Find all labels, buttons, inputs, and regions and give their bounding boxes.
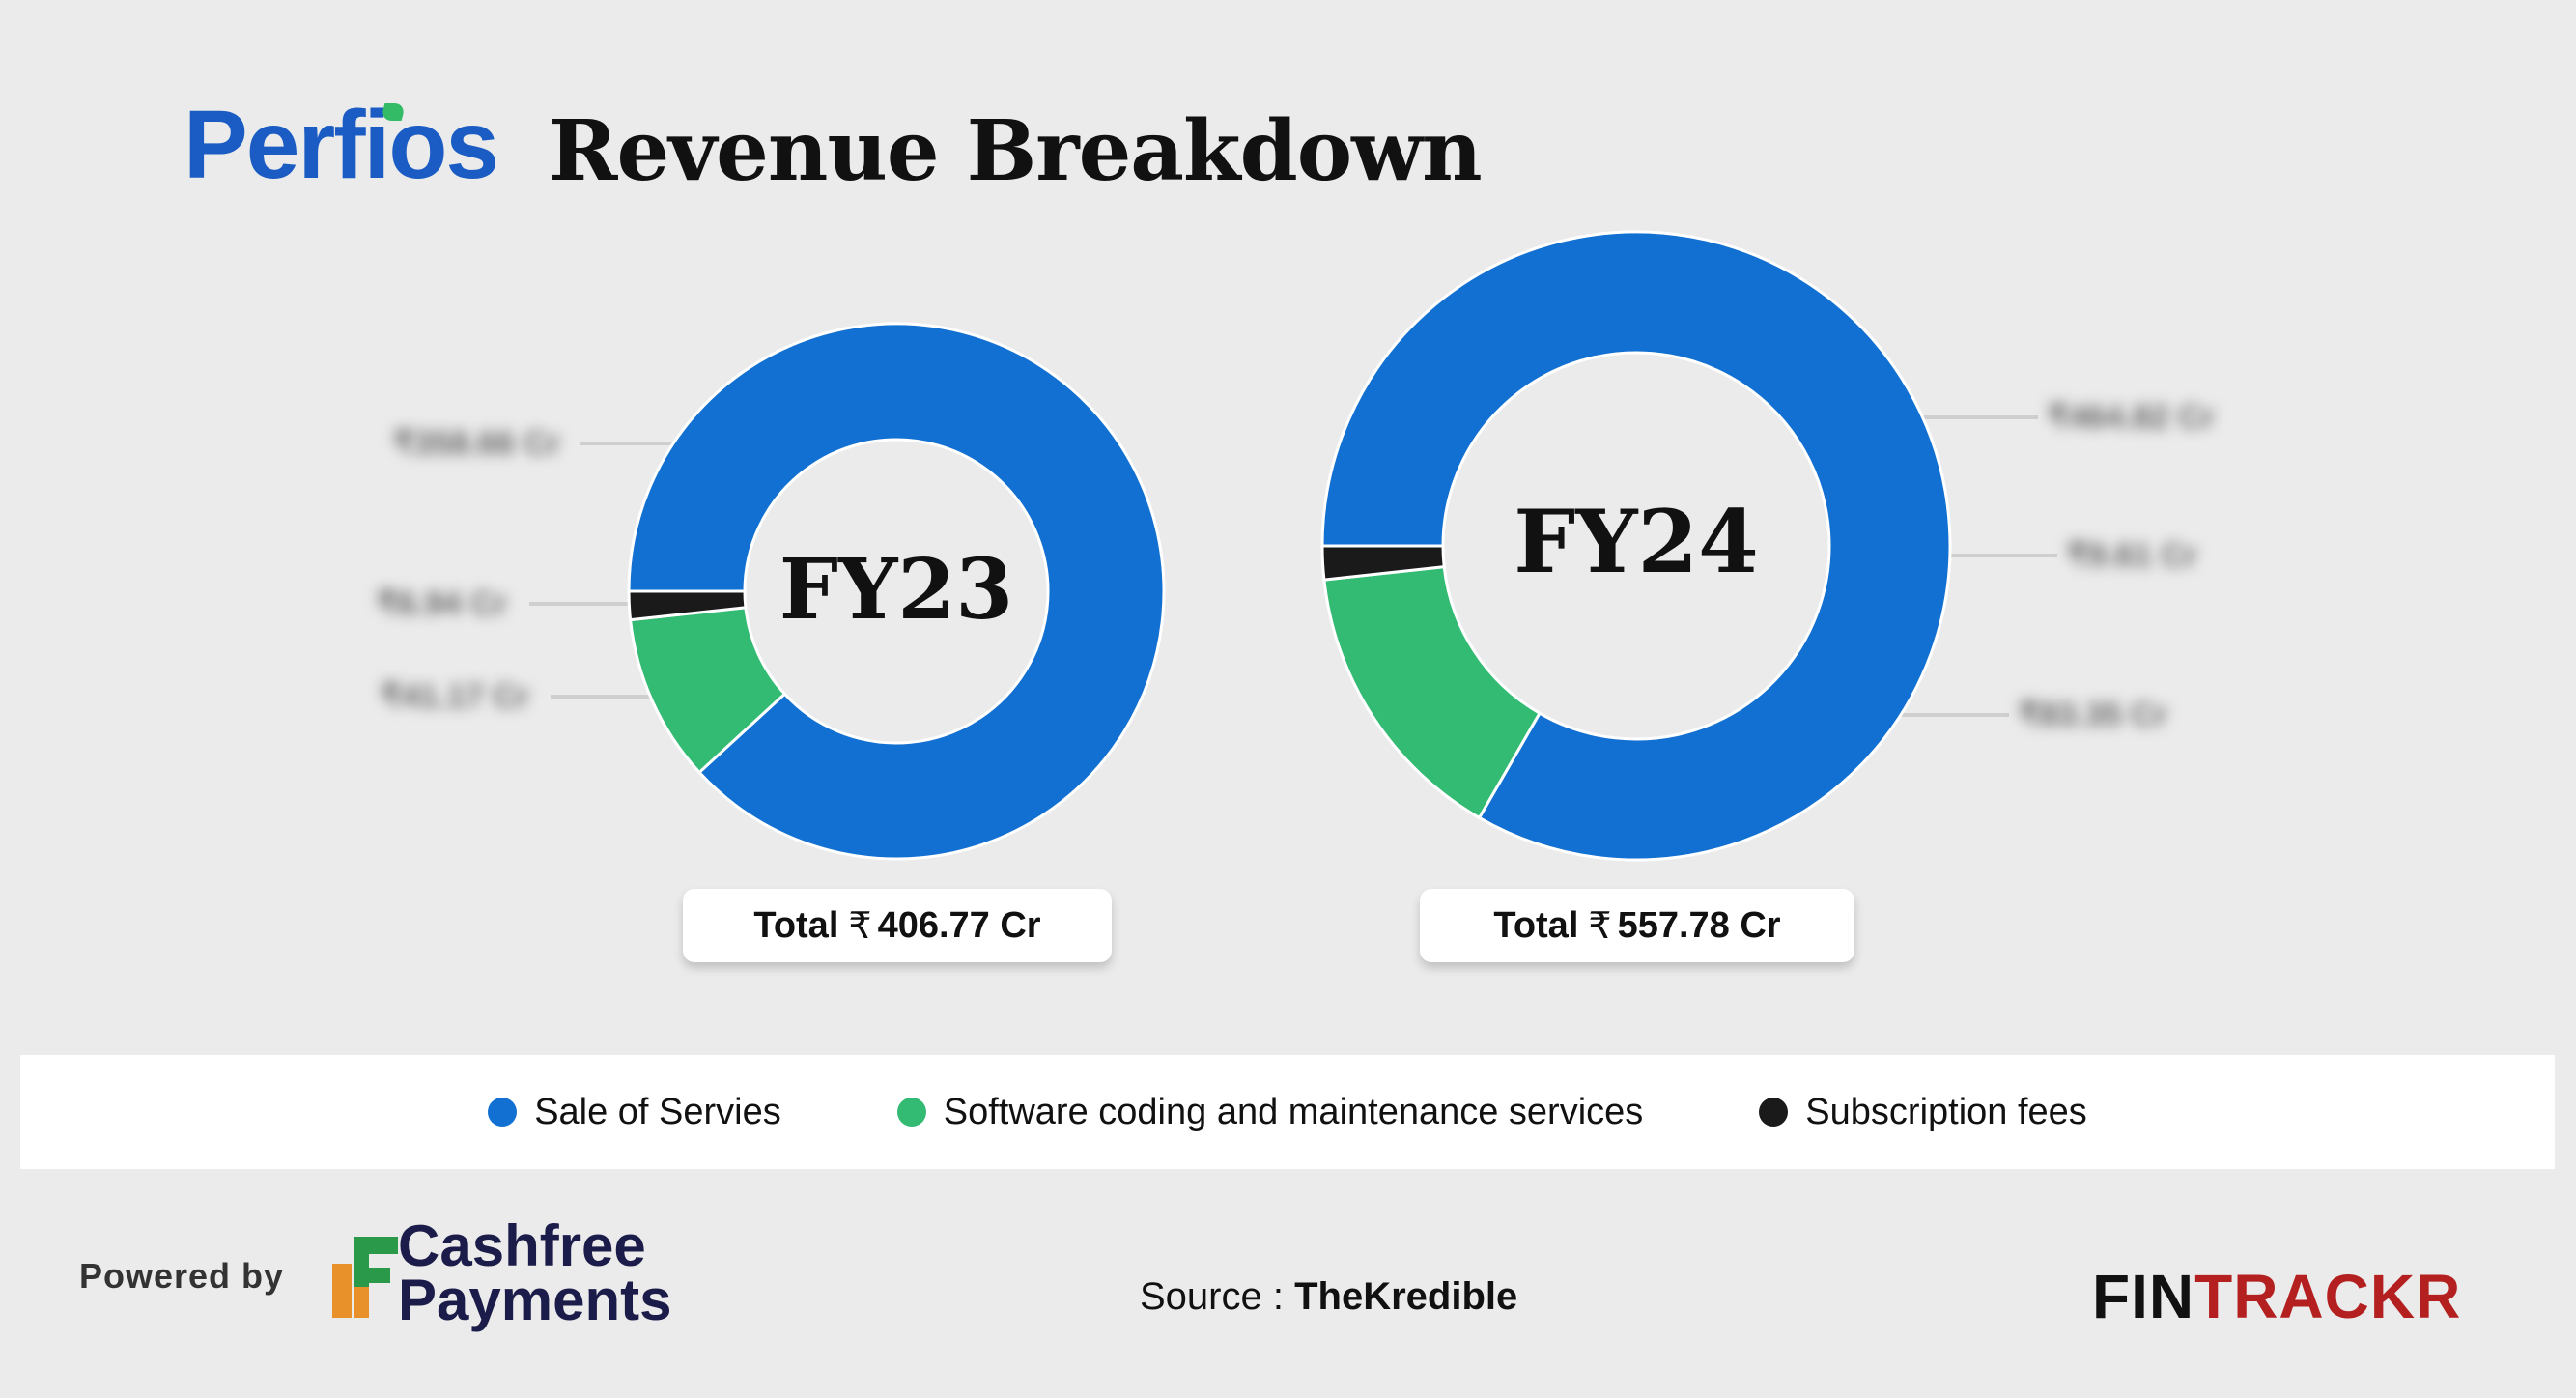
- legend-item-sale: Sale of Servies: [488, 1092, 781, 1133]
- fy24-total-box: Total ₹ 557.78 Cr: [1420, 889, 1854, 962]
- fy23-center-label: FY23: [779, 541, 1013, 639]
- cashfree-logo-icon: [332, 1237, 398, 1318]
- fy24-total-label: Total: [1493, 904, 1579, 946]
- rupee-icon: ₹: [848, 905, 872, 947]
- source-text: Source : TheKredible: [1140, 1275, 1517, 1319]
- perfios-logo: Perfios: [184, 91, 499, 199]
- fy23-slice-labels: ₹358.66 Cr ₹6.94 Cr ₹41.17 Cr: [377, 425, 676, 715]
- fy23-label-subscription: ₹6.94 Cr: [377, 585, 507, 622]
- fy24-software-slice: [1322, 564, 1543, 820]
- powered-by-text: Powered by: [79, 1256, 285, 1296]
- fy24-subscription-slice: [1320, 544, 1446, 582]
- source-name: TheKredible: [1294, 1275, 1518, 1318]
- fintrackr-part2: TRACKR: [2194, 1262, 2462, 1331]
- fy24-label-subscription: ₹9.61 Cr: [2067, 537, 2197, 574]
- fy23-sale-slice: [627, 322, 1166, 861]
- header: Perfios Revenue Breakdown: [184, 91, 1536, 200]
- page-title: Revenue Breakdown: [549, 102, 1483, 200]
- legend-item-subscription: Subscription fees: [1759, 1092, 2087, 1133]
- fy24-center-label: FY24: [1514, 491, 1758, 593]
- cashfree-wordmark: Cashfree Payments: [398, 1213, 672, 1332]
- legend-dot-icon: [1759, 1098, 1789, 1127]
- legend-dot-icon: [488, 1098, 518, 1127]
- fy24-slice-labels: ₹464.82 Cr ₹9.61 Cr ₹83.35 Cr: [1901, 399, 2215, 733]
- fy23-total-label: Total: [753, 904, 839, 946]
- fy23-donut: [627, 322, 1166, 861]
- legend-dot-icon: [896, 1098, 926, 1127]
- cashfree-line1: Cashfree: [398, 1213, 646, 1278]
- footer: Powered by Cashfree Payments Source : Th…: [0, 1198, 2576, 1372]
- legend-item-software: Software coding and maintenance services: [896, 1091, 1644, 1133]
- fy24-donut: [1320, 230, 1952, 862]
- fy24-label-software: ₹83.35 Cr: [2019, 697, 2167, 733]
- fintrackr-logo: FINTRACKR: [2092, 1261, 2461, 1332]
- rupee-icon: ₹: [1588, 905, 1612, 947]
- fy24-sale-slice: [1320, 230, 1952, 862]
- fy23-total-box: Total ₹ 406.77 Cr: [683, 889, 1112, 962]
- fy23-total-value: 406.77 Cr: [877, 904, 1041, 946]
- fintrackr-part1: FIN: [2092, 1262, 2195, 1331]
- fy24-total-value: 557.78 Cr: [1617, 904, 1781, 946]
- fy24-label-sale: ₹464.82 Cr: [2048, 399, 2215, 436]
- legend-label: Subscription fees: [1805, 1091, 2087, 1132]
- fy23-subscription-slice: [627, 589, 748, 622]
- legend: Sale of Servies Software coding and main…: [20, 1055, 2555, 1169]
- source-label: Source :: [1140, 1275, 1295, 1318]
- legend-label: Software coding and maintenance services: [943, 1091, 1644, 1132]
- fy23-label-software: ₹41.17 Cr: [381, 678, 529, 715]
- fy23-label-sale: ₹358.66 Cr: [393, 425, 560, 462]
- cashfree-line2: Payments: [398, 1268, 672, 1332]
- legend-label: Sale of Servies: [534, 1091, 781, 1132]
